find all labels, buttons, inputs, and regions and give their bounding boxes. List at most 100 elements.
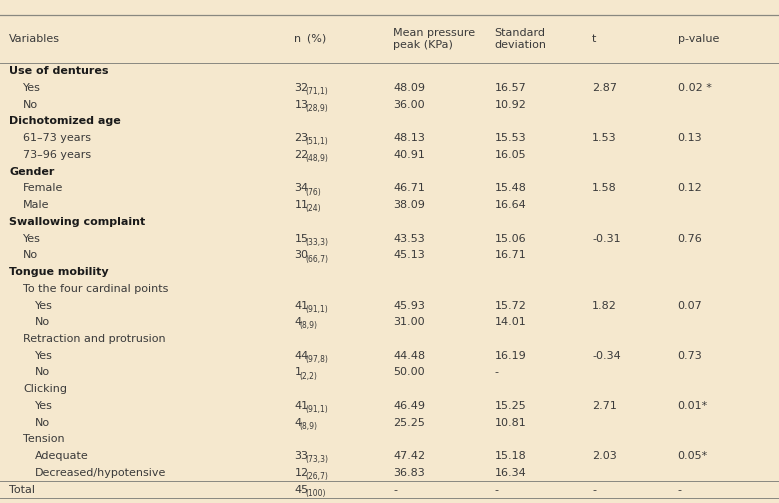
Text: 34: 34 bbox=[294, 184, 308, 193]
Text: 1: 1 bbox=[294, 368, 301, 377]
Text: 15.18: 15.18 bbox=[495, 451, 527, 461]
Text: Adequate: Adequate bbox=[35, 451, 89, 461]
Text: 45.13: 45.13 bbox=[393, 250, 425, 261]
Text: 15.06: 15.06 bbox=[495, 233, 527, 243]
Text: No: No bbox=[23, 250, 38, 261]
Text: 4: 4 bbox=[294, 417, 301, 428]
Text: (97,8): (97,8) bbox=[305, 355, 328, 364]
Text: 23: 23 bbox=[294, 133, 308, 143]
Text: 15.25: 15.25 bbox=[495, 401, 527, 411]
Text: (8,9): (8,9) bbox=[300, 321, 318, 330]
Text: No: No bbox=[35, 317, 50, 327]
Text: 40.91: 40.91 bbox=[393, 150, 425, 160]
Text: (71,1): (71,1) bbox=[305, 87, 328, 96]
Text: 36.83: 36.83 bbox=[393, 468, 425, 478]
Text: 16.71: 16.71 bbox=[495, 250, 527, 261]
Text: 15.53: 15.53 bbox=[495, 133, 527, 143]
Text: 46.71: 46.71 bbox=[393, 184, 425, 193]
Text: 2.87: 2.87 bbox=[592, 83, 617, 93]
Text: 43.53: 43.53 bbox=[393, 233, 425, 243]
Text: No: No bbox=[35, 368, 50, 377]
Text: 1.53: 1.53 bbox=[592, 133, 617, 143]
Text: 10.81: 10.81 bbox=[495, 417, 527, 428]
Text: 46.49: 46.49 bbox=[393, 401, 425, 411]
Text: (33,3): (33,3) bbox=[305, 238, 328, 247]
Text: 16.05: 16.05 bbox=[495, 150, 527, 160]
Text: Decreased/hypotensive: Decreased/hypotensive bbox=[35, 468, 167, 478]
Text: 0.05*: 0.05* bbox=[678, 451, 708, 461]
Text: To the four cardinal points: To the four cardinal points bbox=[23, 284, 169, 294]
Text: -: - bbox=[495, 368, 499, 377]
Text: 11: 11 bbox=[294, 200, 308, 210]
Text: 41: 41 bbox=[294, 401, 308, 411]
Text: (51,1): (51,1) bbox=[305, 137, 328, 146]
Text: 2.71: 2.71 bbox=[592, 401, 617, 411]
Text: Standard
deviation: Standard deviation bbox=[495, 28, 547, 50]
Text: 0.76: 0.76 bbox=[678, 233, 703, 243]
Text: Total: Total bbox=[9, 484, 35, 494]
Text: 45: 45 bbox=[294, 484, 308, 494]
Text: No: No bbox=[35, 417, 50, 428]
Text: Variables: Variables bbox=[9, 34, 60, 44]
Text: (100): (100) bbox=[305, 489, 326, 498]
Text: -: - bbox=[678, 484, 682, 494]
Text: Mean pressure
peak (KPa): Mean pressure peak (KPa) bbox=[393, 28, 475, 50]
Text: (66,7): (66,7) bbox=[305, 255, 328, 264]
Text: (91,1): (91,1) bbox=[305, 405, 328, 414]
Text: Yes: Yes bbox=[35, 300, 53, 310]
Text: 0.02 *: 0.02 * bbox=[678, 83, 711, 93]
Text: -: - bbox=[592, 484, 596, 494]
Text: 0.73: 0.73 bbox=[678, 351, 703, 361]
Text: (91,1): (91,1) bbox=[305, 305, 328, 314]
Text: 31.00: 31.00 bbox=[393, 317, 425, 327]
Text: 0.01*: 0.01* bbox=[678, 401, 708, 411]
Text: (28,9): (28,9) bbox=[305, 104, 328, 113]
Text: 38.09: 38.09 bbox=[393, 200, 425, 210]
Text: 22: 22 bbox=[294, 150, 308, 160]
Text: 0.12: 0.12 bbox=[678, 184, 703, 193]
Text: Female: Female bbox=[23, 184, 64, 193]
Text: Gender: Gender bbox=[9, 166, 55, 177]
Text: 12: 12 bbox=[294, 468, 308, 478]
Text: (73,3): (73,3) bbox=[305, 455, 328, 464]
Text: -0.34: -0.34 bbox=[592, 351, 621, 361]
Text: 1.58: 1.58 bbox=[592, 184, 617, 193]
Text: 36.00: 36.00 bbox=[393, 100, 425, 110]
Text: No: No bbox=[23, 100, 38, 110]
Text: (24): (24) bbox=[305, 204, 321, 213]
Text: t: t bbox=[592, 34, 597, 44]
Text: (26,7): (26,7) bbox=[305, 472, 328, 481]
Text: Tension: Tension bbox=[23, 435, 65, 444]
Text: 44: 44 bbox=[294, 351, 308, 361]
Text: -0.31: -0.31 bbox=[592, 233, 621, 243]
Text: 15.48: 15.48 bbox=[495, 184, 527, 193]
Text: 16.64: 16.64 bbox=[495, 200, 527, 210]
Text: 16.19: 16.19 bbox=[495, 351, 527, 361]
Text: 14.01: 14.01 bbox=[495, 317, 527, 327]
Text: 10.92: 10.92 bbox=[495, 100, 527, 110]
Text: -: - bbox=[495, 484, 499, 494]
Text: 73–96 years: 73–96 years bbox=[23, 150, 91, 160]
Text: (2,2): (2,2) bbox=[300, 372, 318, 381]
Text: -: - bbox=[393, 484, 397, 494]
Text: 2.03: 2.03 bbox=[592, 451, 617, 461]
Text: 47.42: 47.42 bbox=[393, 451, 425, 461]
Text: 0.13: 0.13 bbox=[678, 133, 703, 143]
Text: 25.25: 25.25 bbox=[393, 417, 425, 428]
Text: (76): (76) bbox=[305, 188, 321, 197]
Text: 30: 30 bbox=[294, 250, 308, 261]
Text: 33: 33 bbox=[294, 451, 308, 461]
Text: Yes: Yes bbox=[35, 401, 53, 411]
Text: 16.57: 16.57 bbox=[495, 83, 527, 93]
Text: (8,9): (8,9) bbox=[300, 422, 318, 431]
Text: 4: 4 bbox=[294, 317, 301, 327]
Text: 13: 13 bbox=[294, 100, 308, 110]
Text: 32: 32 bbox=[294, 83, 308, 93]
Text: 1.82: 1.82 bbox=[592, 300, 617, 310]
Text: Swallowing complaint: Swallowing complaint bbox=[9, 217, 146, 227]
Text: (48,9): (48,9) bbox=[305, 154, 328, 163]
Text: 48.13: 48.13 bbox=[393, 133, 425, 143]
Text: Dichotomized age: Dichotomized age bbox=[9, 117, 121, 126]
Text: Retraction and protrusion: Retraction and protrusion bbox=[23, 334, 166, 344]
Text: 41: 41 bbox=[294, 300, 308, 310]
